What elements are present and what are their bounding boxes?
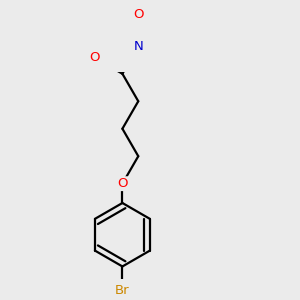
Text: O: O bbox=[90, 51, 100, 64]
Text: N: N bbox=[134, 40, 143, 53]
Text: Br: Br bbox=[115, 284, 130, 297]
Text: O: O bbox=[117, 177, 128, 190]
Text: O: O bbox=[133, 8, 143, 21]
